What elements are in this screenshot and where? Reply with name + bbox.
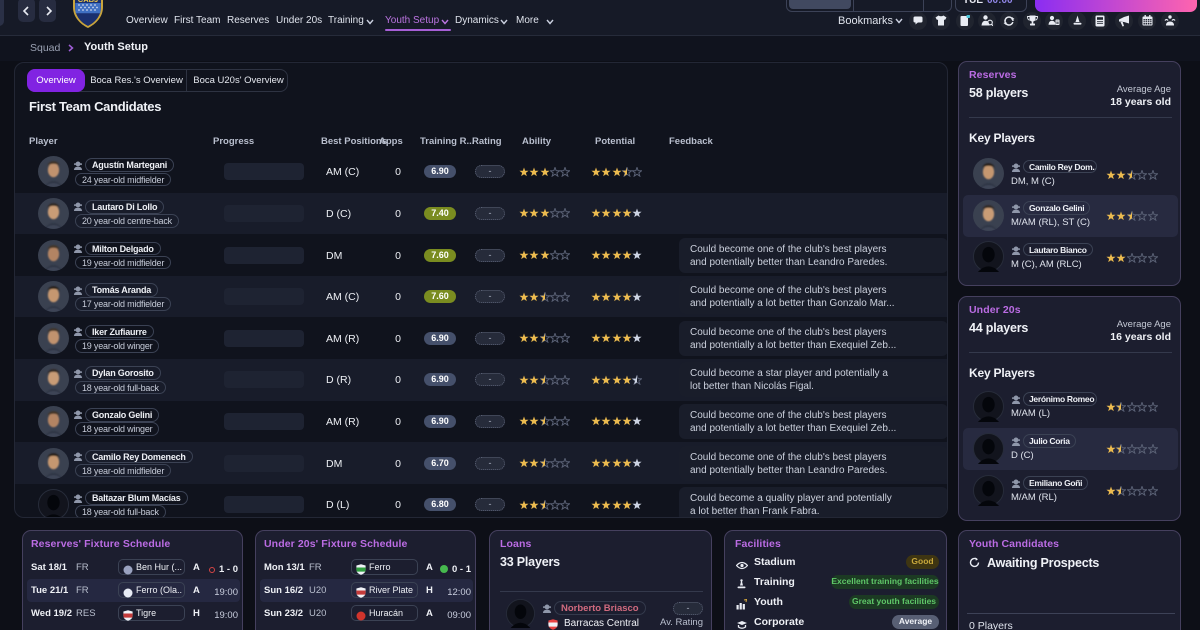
svg-text:CABJ: CABJ bbox=[78, 0, 98, 4]
